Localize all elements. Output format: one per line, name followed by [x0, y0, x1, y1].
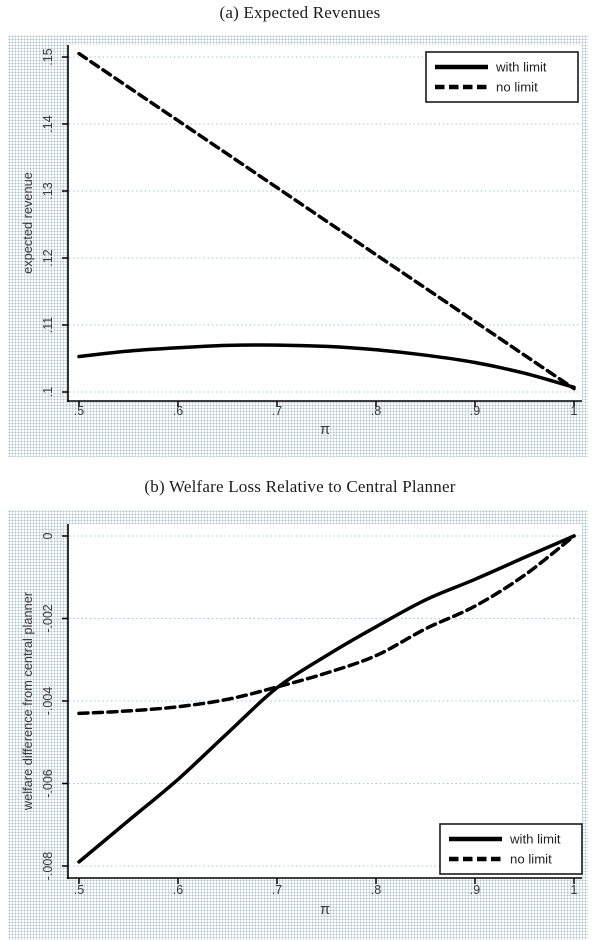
x-tick-label: .5: [74, 404, 84, 418]
legend-label: no limit: [496, 80, 538, 95]
x-tick-label: .7: [272, 883, 282, 897]
x-tick-label: .7: [272, 404, 282, 418]
y-axis-title: welfare difference from central planner: [20, 591, 35, 811]
x-axis-title: π: [320, 422, 330, 438]
panel-a-chart: .5 .6 .7 .8 .9 1 .15 .14 .13 .12 .11 .1 π expected re…: [20, 45, 582, 438]
y-tick-label: 0: [41, 532, 55, 539]
x-tick-label: .9: [470, 404, 480, 418]
legend-label: no limit: [510, 852, 552, 867]
y-tick-label: -.006: [41, 769, 55, 798]
y-tick-label: .1: [41, 387, 55, 397]
x-tick-label: .9: [470, 883, 480, 897]
panel-b-chart: .5 .6 .7 .8 .9 1 0 -.002 -.004 -.006 -.008 π welfare…: [20, 524, 583, 918]
legend-label: with limit: [495, 60, 547, 75]
y-tick-label: .13: [41, 182, 55, 199]
legend-box: [425, 51, 579, 103]
y-axis-title: expected revenue: [20, 172, 35, 274]
series-with-limit: [77, 534, 576, 864]
panel-b-title: (b) Welfare Loss Relative to Central Pla…: [144, 477, 456, 496]
y-tick-label: -.002: [41, 604, 55, 633]
x-tick-label: .6: [173, 404, 183, 418]
y-tick-label: .11: [41, 317, 55, 333]
x-tick-label: .8: [371, 404, 381, 418]
panel-a-graph-region: .5 .6 .7 .8 .9 1 .15 .14 .13 .12 .11 .1 π expected re…: [8, 35, 588, 457]
panel-a-title: (a) Expected Revenues: [219, 3, 381, 22]
panel-b-graph-region: .5 .6 .7 .8 .9 1 0 -.002 -.004 -.006 -.008 π welfare…: [8, 510, 588, 940]
x-tick-label: .5: [74, 883, 84, 897]
series-with-limit: [77, 343, 576, 390]
x-tick-label: 1: [571, 883, 578, 897]
y-tick-label: -.004: [41, 687, 55, 716]
y-tick-label: .14: [41, 115, 55, 132]
y-tick-label: -.008: [41, 852, 55, 881]
y-tick-label: .15: [41, 48, 55, 65]
y-tick-label: .12: [41, 249, 55, 266]
series-no-limit: [77, 534, 576, 716]
x-tick-label: .8: [371, 883, 381, 897]
legend-label: with limit: [509, 832, 561, 847]
legend-box: [439, 823, 583, 875]
series-no-limit: [77, 51, 576, 391]
x-axis-title: π: [320, 902, 330, 918]
x-tick-label: .6: [173, 883, 183, 897]
x-tick-label: 1: [571, 404, 578, 418]
